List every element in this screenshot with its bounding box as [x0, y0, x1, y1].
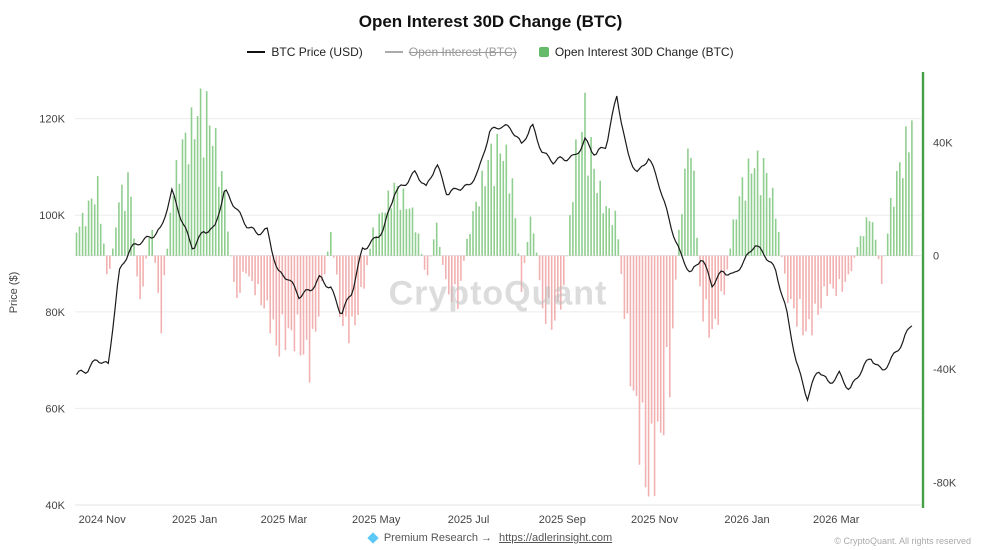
- chart-title: Open Interest 30D Change (BTC): [358, 12, 623, 31]
- y-tick-left: 80K: [45, 307, 65, 319]
- y-tick-right: 0: [933, 251, 939, 263]
- x-tick: 2025 Sep: [539, 514, 586, 526]
- x-tick: 2025 Mar: [261, 514, 308, 526]
- x-tick: 2025 Nov: [631, 514, 679, 526]
- legend-item-btc-price[interactable]: BTC Price (USD): [247, 45, 363, 59]
- oi-bars: [75, 88, 913, 497]
- watermark: CryptoQuant: [389, 275, 608, 313]
- x-tick: 2024 Nov: [79, 514, 127, 526]
- y-tick-right: 40K: [933, 137, 953, 149]
- y-axis-title: Price ($): [8, 272, 20, 314]
- footer: Premium Research → https://adlerinsight.…: [0, 532, 981, 544]
- square-swatch-icon: [538, 47, 549, 57]
- y-tick-left: 120K: [39, 114, 65, 126]
- line-swatch-icon: [247, 51, 266, 53]
- y-tick-left: 40K: [45, 500, 65, 512]
- btc-price-line: [76, 95, 913, 403]
- x-tick: 2025 Jan: [172, 514, 217, 526]
- legend-item-oi-30d-change[interactable]: Open Interest 30D Change (BTC): [538, 45, 734, 59]
- x-tick: 2026 Jan: [724, 514, 769, 526]
- y-tick-right: -40K: [933, 364, 957, 376]
- footer-link[interactable]: https://adlerinsight.com: [499, 532, 613, 544]
- copyright: © CryptoQuant. All rights reserved: [834, 536, 971, 546]
- x-tick: 2025 May: [352, 514, 401, 526]
- x-tick: 2025 Jul: [448, 514, 490, 526]
- y-tick-left: 60K: [45, 403, 65, 415]
- y-tick-left: 100K: [39, 210, 65, 222]
- legend-label: Open Interest 30D Change (BTC): [554, 45, 734, 59]
- gem-icon: [367, 532, 379, 544]
- y-tick-right: -80K: [933, 477, 957, 489]
- legend-label: Open Interest (BTC): [408, 45, 517, 59]
- premium-research-text: Premium Research →: [383, 532, 493, 544]
- legend-label: BTC Price (USD): [271, 45, 363, 59]
- x-tick: 2026 Mar: [813, 514, 860, 526]
- line-swatch-icon: [384, 51, 403, 53]
- legend: BTC Price (USD) Open Interest (BTC) Open…: [0, 45, 981, 59]
- legend-item-open-interest[interactable]: Open Interest (BTC): [384, 45, 517, 59]
